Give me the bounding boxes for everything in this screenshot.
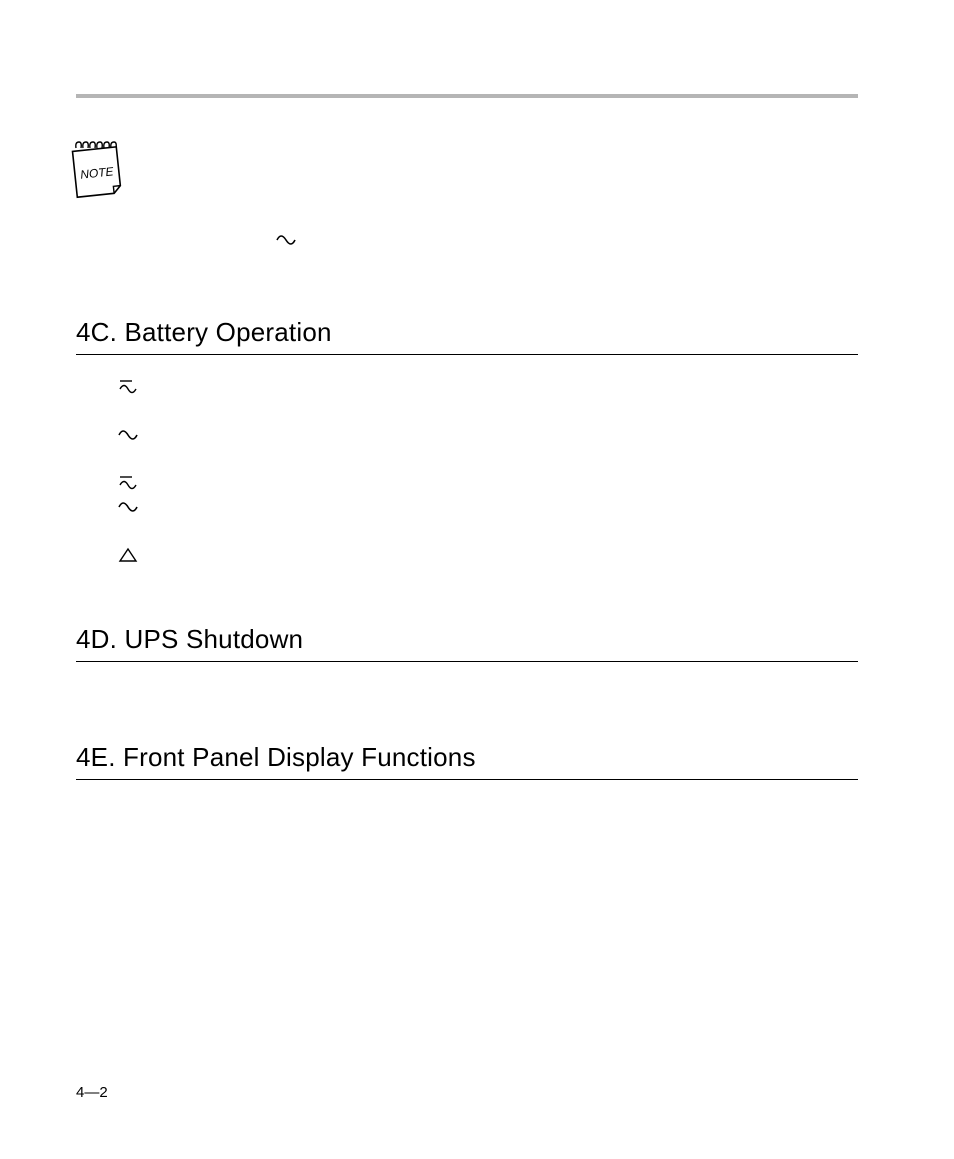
- section-4d: 4D. UPS Shutdown: [76, 624, 858, 662]
- inline-sine-symbol-row: [276, 233, 858, 269]
- note-block: NOTE: [70, 138, 858, 205]
- sine-slash-icon: [118, 379, 140, 400]
- page-number: 4—2: [76, 1084, 108, 1101]
- section-4e: 4E. Front Panel Display Functions: [76, 742, 858, 780]
- battery-op-line-1: [118, 379, 858, 400]
- sine-icon: [118, 428, 140, 447]
- battery-op-line-2: [118, 428, 858, 447]
- sine-icon: [118, 500, 140, 519]
- note-icon: NOTE: [70, 138, 124, 205]
- bypass-triangle-icon: [118, 547, 140, 568]
- top-horizontal-rule: [76, 94, 858, 98]
- sine-icon: [276, 233, 296, 247]
- sine-slash-icon: [118, 475, 140, 496]
- section-4c: 4C. Battery Operation: [76, 317, 858, 568]
- section-4c-heading: 4C. Battery Operation: [76, 317, 858, 348]
- battery-op-line-3b: [118, 500, 858, 519]
- section-4c-rule: [76, 354, 858, 355]
- section-4d-rule: [76, 661, 858, 662]
- battery-op-line-3a: [118, 475, 858, 496]
- section-4e-heading: 4E. Front Panel Display Functions: [76, 742, 858, 773]
- section-4d-heading: 4D. UPS Shutdown: [76, 624, 858, 655]
- battery-op-line-4: [118, 547, 858, 568]
- section-4e-rule: [76, 779, 858, 780]
